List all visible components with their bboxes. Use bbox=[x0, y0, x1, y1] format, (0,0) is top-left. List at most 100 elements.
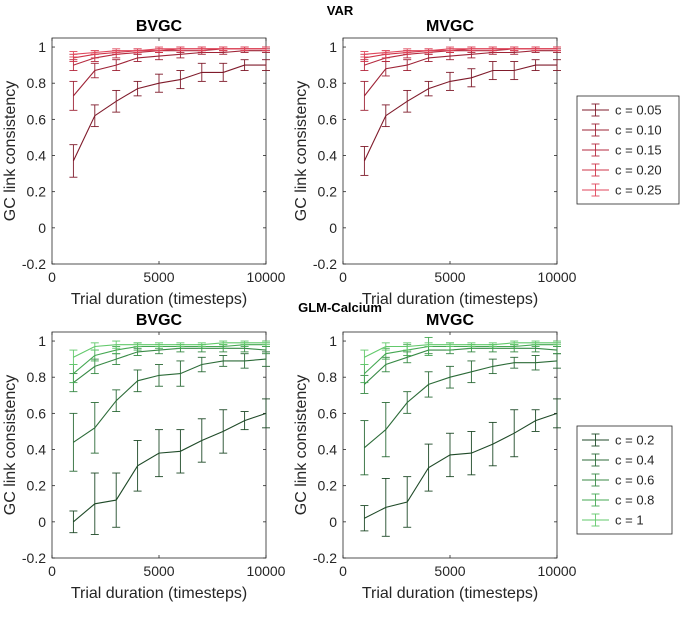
y-tick-label: 0.8 bbox=[27, 369, 47, 385]
x-tick-label: 5000 bbox=[143, 563, 174, 579]
y-tick-label: 0.2 bbox=[27, 184, 47, 200]
error-bar bbox=[133, 80, 142, 97]
error-bar bbox=[360, 80, 369, 111]
series-line bbox=[73, 344, 266, 375]
error-bar bbox=[219, 46, 228, 52]
error-bar bbox=[467, 430, 476, 476]
legend-1: c = 0.05 c = 0.10 c = 0.15 c = 0.20 c = 0.25 bbox=[576, 95, 680, 205]
series bbox=[69, 340, 270, 365]
error-bar bbox=[133, 48, 142, 53]
error-bar bbox=[381, 50, 390, 55]
x-axis-label: Trial duration (timesteps) bbox=[362, 585, 538, 602]
error-bar bbox=[155, 73, 163, 93]
error-bar bbox=[403, 342, 412, 351]
error-bar bbox=[531, 409, 540, 432]
error-bar bbox=[219, 409, 228, 454]
y-tick-label: -0.2 bbox=[313, 550, 337, 566]
series-line bbox=[73, 48, 266, 55]
axes-box bbox=[51, 37, 267, 265]
series bbox=[69, 46, 270, 58]
error-bar bbox=[553, 46, 561, 52]
error-bar bbox=[133, 369, 142, 393]
error-bar bbox=[90, 104, 99, 128]
error-bar bbox=[240, 46, 249, 52]
error-bar bbox=[531, 59, 540, 71]
y-tick-label: 0 bbox=[38, 220, 46, 236]
x-tick-label: 5000 bbox=[434, 269, 465, 285]
error-bar bbox=[467, 360, 476, 384]
series-line bbox=[364, 412, 558, 519]
error-bar bbox=[197, 418, 206, 463]
error-bar bbox=[510, 356, 519, 369]
error-bar bbox=[176, 360, 185, 387]
legend-item: c = 0.10 bbox=[582, 123, 662, 138]
error-bar bbox=[133, 440, 142, 492]
error-bar bbox=[531, 46, 540, 52]
y-axis-label: GC link consistency bbox=[293, 81, 310, 222]
y-axis-label: GC link consistency bbox=[293, 375, 310, 516]
x-tick-label: 10000 bbox=[538, 269, 577, 285]
error-bar bbox=[446, 432, 454, 478]
error-bar bbox=[133, 342, 142, 347]
x-tick-label: 10000 bbox=[538, 563, 577, 579]
legend-label: c = 0.20 bbox=[615, 163, 662, 178]
series-line bbox=[73, 342, 266, 358]
error-bar bbox=[531, 340, 540, 346]
y-tick-label: 1 bbox=[38, 39, 46, 55]
x-tick-label: 0 bbox=[339, 269, 347, 285]
x-tick-label: 10000 bbox=[247, 563, 286, 579]
series-line bbox=[364, 48, 557, 55]
error-bar bbox=[510, 340, 519, 346]
y-tick-label: 0.8 bbox=[318, 369, 338, 385]
error-bar bbox=[197, 356, 206, 373]
error-bar bbox=[176, 70, 185, 90]
error-bar bbox=[488, 61, 497, 81]
series-line bbox=[72, 50, 266, 97]
legend-label: c = 1 bbox=[615, 513, 644, 528]
x-tick-label: 5000 bbox=[434, 563, 465, 579]
error-bar bbox=[488, 46, 497, 52]
error-bar bbox=[219, 62, 228, 82]
series-line bbox=[364, 342, 557, 358]
legend-item: c = 0.05 bbox=[582, 103, 662, 118]
error-bar bbox=[467, 46, 476, 52]
error-bar bbox=[403, 48, 412, 53]
legend-label: c = 0.4 bbox=[615, 453, 654, 468]
series bbox=[360, 59, 561, 176]
panel-title: BVGC bbox=[136, 312, 183, 329]
legend-label: c = 0.10 bbox=[615, 123, 662, 138]
error-bar bbox=[262, 398, 270, 429]
error-bar bbox=[424, 80, 433, 97]
legend-item: c = 0.15 bbox=[582, 143, 662, 158]
series bbox=[360, 340, 561, 365]
error-bar bbox=[531, 355, 540, 371]
error-bar bbox=[90, 50, 99, 55]
error-bar bbox=[69, 51, 78, 58]
y-tick-label: -0.2 bbox=[22, 256, 46, 272]
error-bar bbox=[219, 355, 228, 367]
error-bar bbox=[467, 342, 476, 347]
y-tick-label: 0 bbox=[329, 514, 337, 530]
error-bar bbox=[262, 340, 270, 346]
error-bar bbox=[69, 412, 78, 472]
error-bar bbox=[176, 342, 185, 347]
error-bar bbox=[155, 429, 163, 478]
y-tick-label: 0.6 bbox=[318, 405, 338, 421]
series-line bbox=[73, 347, 267, 384]
error-bar bbox=[553, 398, 561, 429]
error-bar bbox=[553, 340, 561, 346]
series-line bbox=[363, 64, 557, 162]
series-line bbox=[73, 412, 267, 523]
error-bar bbox=[90, 342, 99, 351]
error-bar bbox=[197, 62, 206, 82]
error-bar bbox=[112, 472, 121, 528]
error-bar bbox=[381, 342, 390, 351]
error-bar bbox=[403, 89, 412, 113]
error-bar bbox=[360, 505, 369, 532]
error-bar bbox=[240, 340, 249, 346]
error-bar bbox=[360, 349, 369, 365]
legend-label: c = 0.25 bbox=[615, 183, 662, 198]
legend-item: c = 0.4 bbox=[582, 453, 654, 468]
